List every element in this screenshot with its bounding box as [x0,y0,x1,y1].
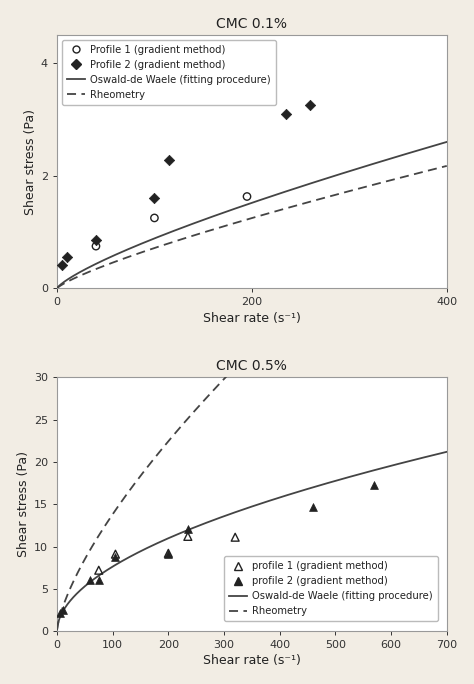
Point [56,608,64,619]
Point [164,548,172,559]
X-axis label: Shear rate (s⁻¹): Shear rate (s⁻¹) [203,312,301,325]
Point [164,549,172,560]
Point [371,479,378,490]
Point [92,241,100,252]
Legend: profile 1 (gradient method), profile 2 (gradient method), Oswald-de Waele (fitti: profile 1 (gradient method), profile 2 (… [224,556,438,621]
Point [165,155,173,166]
Point [112,551,119,562]
Title: CMC 0.1%: CMC 0.1% [216,16,287,31]
Point [310,501,317,512]
Point [282,108,290,119]
Point [184,523,191,534]
Point [92,235,100,246]
Y-axis label: Shear stress (Pa): Shear stress (Pa) [17,451,30,557]
Y-axis label: Shear stress (Pa): Shear stress (Pa) [24,109,36,215]
Point [95,574,102,585]
Point [95,565,102,576]
Point [184,531,191,542]
Point [151,193,158,204]
Point [87,574,94,585]
Point [307,100,314,111]
Legend: Profile 1 (gradient method), Profile 2 (gradient method), Oswald-de Waele (fitti: Profile 1 (gradient method), Profile 2 (… [62,40,275,105]
Point [231,531,239,542]
X-axis label: Shear rate (s⁻¹): Shear rate (s⁻¹) [203,655,301,668]
Point [63,252,71,263]
Title: CMC 0.5%: CMC 0.5% [217,359,287,373]
Point [151,213,158,224]
Point [59,605,66,616]
Point [58,259,66,270]
Point [112,549,119,560]
Point [243,191,251,202]
